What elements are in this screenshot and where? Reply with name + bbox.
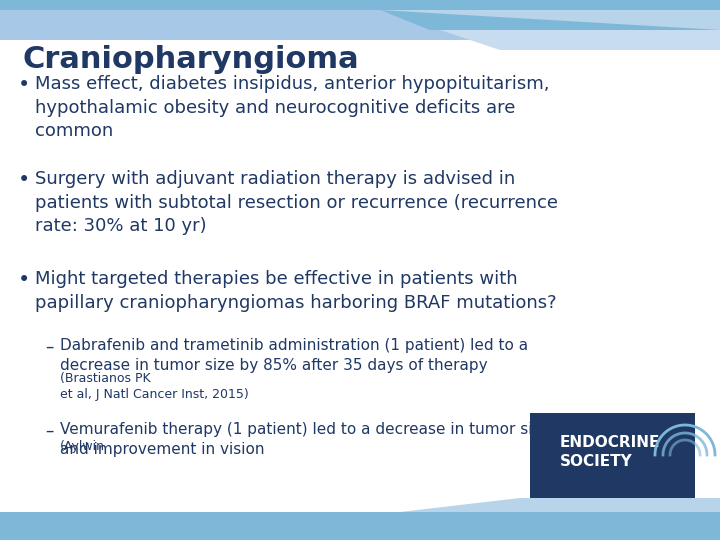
FancyBboxPatch shape bbox=[530, 413, 695, 498]
Text: –: – bbox=[45, 338, 53, 356]
Text: •: • bbox=[18, 270, 30, 290]
Polygon shape bbox=[0, 0, 720, 40]
Text: •: • bbox=[18, 75, 30, 95]
Text: Craniopharyngioma: Craniopharyngioma bbox=[22, 45, 359, 74]
Text: (Brastianos PK
et al, J Natl Cancer Inst, 2015): (Brastianos PK et al, J Natl Cancer Inst… bbox=[60, 372, 248, 401]
Text: ENDOCRINE
SOCIETY: ENDOCRINE SOCIETY bbox=[560, 435, 660, 469]
Text: Might targeted therapies be effective in patients with
papillary craniopharyngio: Might targeted therapies be effective in… bbox=[35, 270, 557, 312]
Text: •: • bbox=[18, 170, 30, 190]
Polygon shape bbox=[400, 498, 720, 512]
Polygon shape bbox=[0, 0, 720, 30]
Polygon shape bbox=[380, 10, 720, 30]
Text: –: – bbox=[45, 422, 53, 440]
Text: Dabrafenib and trametinib administration (1 patient) led to a
decrease in tumor : Dabrafenib and trametinib administration… bbox=[60, 338, 528, 373]
Text: Surgery with adjuvant radiation therapy is advised in
patients with subtotal res: Surgery with adjuvant radiation therapy … bbox=[35, 170, 558, 235]
Text: Vemurafenib therapy (1 patient) led to a decrease in tumor size
and improvement : Vemurafenib therapy (1 patient) led to a… bbox=[60, 422, 550, 457]
Text: (Aylwin: (Aylwin bbox=[60, 440, 105, 453]
Polygon shape bbox=[0, 512, 720, 540]
Polygon shape bbox=[350, 0, 720, 50]
Text: Mass effect, diabetes insipidus, anterior hypopituitarism,
hypothalamic obesity : Mass effect, diabetes insipidus, anterio… bbox=[35, 75, 549, 140]
